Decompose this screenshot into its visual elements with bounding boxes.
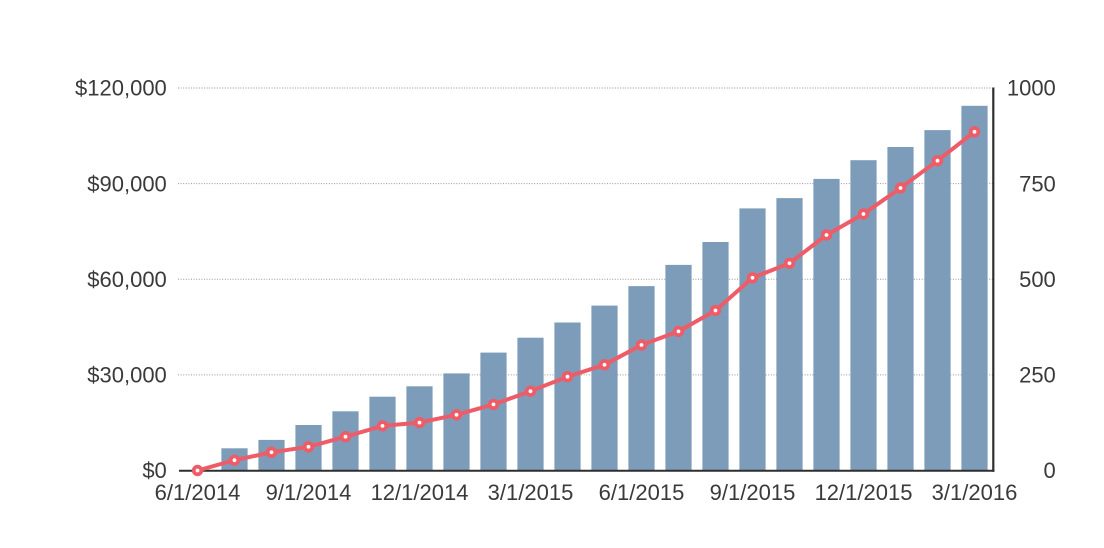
- svg-text:1000: 1000: [1007, 76, 1056, 101]
- svg-text:0: 0: [1044, 458, 1056, 483]
- svg-text:12/1/2014: 12/1/2014: [371, 480, 469, 505]
- svg-text:$0: $0: [142, 458, 166, 483]
- svg-text:250: 250: [1019, 363, 1056, 388]
- svg-text:9/1/2014: 9/1/2014: [266, 480, 352, 505]
- svg-text:$90,000: $90,000: [87, 171, 167, 196]
- svg-text:3/1/2016: 3/1/2016: [932, 480, 1018, 505]
- svg-text:9/1/2015: 9/1/2015: [710, 480, 796, 505]
- svg-text:$30,000: $30,000: [87, 363, 167, 388]
- svg-text:12/1/2015: 12/1/2015: [815, 480, 913, 505]
- svg-text:$120,000: $120,000: [75, 76, 167, 101]
- svg-text:3/1/2015: 3/1/2015: [488, 480, 574, 505]
- svg-text:750: 750: [1019, 171, 1056, 196]
- svg-text:500: 500: [1019, 267, 1056, 292]
- svg-text:$60,000: $60,000: [87, 267, 167, 292]
- svg-text:6/1/2014: 6/1/2014: [155, 480, 241, 505]
- svg-text:6/1/2015: 6/1/2015: [599, 480, 685, 505]
